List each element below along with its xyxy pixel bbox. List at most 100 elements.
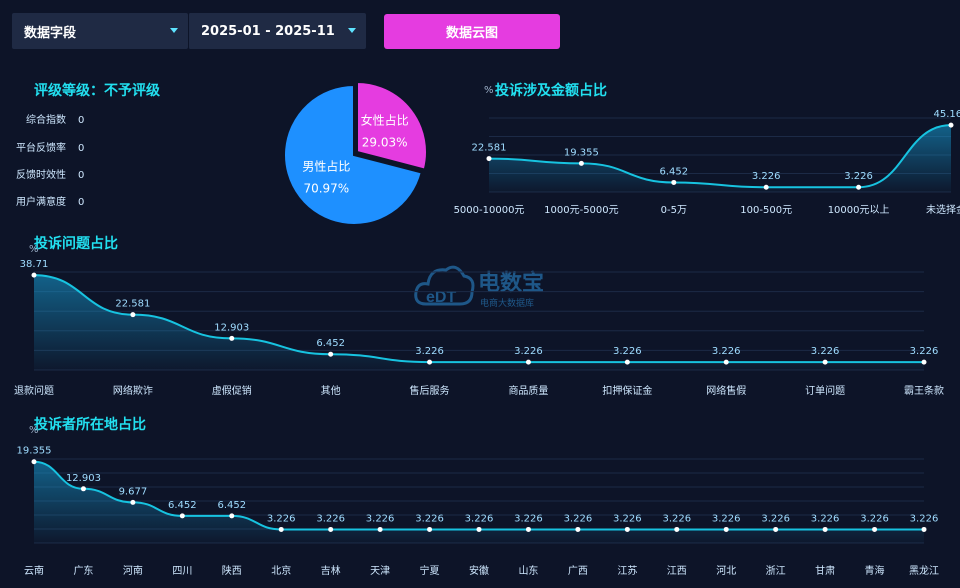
- data-label: 22.581: [115, 299, 150, 310]
- x-tick-label: 青海: [865, 564, 885, 577]
- x-tick-label: 售后服务: [410, 384, 450, 397]
- rating-value: 0: [78, 197, 85, 208]
- data-label: 45.161: [934, 109, 960, 120]
- x-tick-label: 0-5万: [661, 205, 687, 216]
- data-point: [578, 160, 584, 166]
- x-tick-label: 网络欺诈: [113, 384, 153, 397]
- data-label: 3.226: [910, 513, 939, 524]
- data-point: [31, 272, 37, 278]
- data-label: 3.226: [712, 513, 741, 524]
- x-tick-label: 扣押保证金: [602, 384, 652, 397]
- data-point: [624, 359, 630, 365]
- data-label: 3.226: [514, 346, 543, 357]
- data-label: 3.226: [613, 346, 642, 357]
- data-label: 3.226: [910, 346, 939, 357]
- date-range-select[interactable]: 2025-01 - 2025-11: [188, 13, 366, 49]
- data-point: [872, 526, 878, 532]
- rating-label: 综合指数: [26, 115, 66, 126]
- data-point: [624, 526, 630, 532]
- data-point: [80, 486, 86, 492]
- data-point: [723, 359, 729, 365]
- data-label: 3.226: [366, 513, 395, 524]
- x-tick-label: 广西: [568, 565, 588, 577]
- data-point: [525, 526, 531, 532]
- field-select[interactable]: 数据字段: [12, 13, 188, 49]
- pie-value-label: 70.97%: [303, 181, 349, 195]
- data-point: [427, 359, 433, 365]
- x-tick-label: 江西: [667, 565, 687, 577]
- axis-unit-label: %: [29, 425, 39, 436]
- data-point: [822, 526, 828, 532]
- data-point: [763, 184, 769, 190]
- data-label: 3.226: [465, 513, 494, 524]
- data-label: 6.452: [316, 338, 345, 349]
- data-point: [328, 526, 334, 532]
- data-label: 3.226: [860, 513, 889, 524]
- x-tick-label: 广东: [73, 564, 93, 577]
- data-label: 3.226: [662, 513, 691, 524]
- series-line: [33, 274, 924, 364]
- data-point: [130, 312, 136, 318]
- data-label: 3.226: [415, 513, 444, 524]
- data-label: 9.677: [119, 486, 148, 497]
- x-tick-label: 霸王条款: [904, 384, 944, 397]
- data-label: 12.903: [66, 473, 101, 484]
- x-tick-label: 网络售假: [706, 384, 746, 397]
- data-point: [773, 526, 779, 532]
- rating-value: 0: [78, 115, 85, 126]
- data-label: 3.226: [844, 171, 873, 182]
- x-tick-label: 吉林: [321, 564, 341, 577]
- rating-label: 用户满意度: [16, 197, 66, 208]
- data-point: [328, 351, 334, 357]
- rating-row: 用户满意度 0: [12, 193, 84, 208]
- x-tick-label: 江苏: [617, 564, 637, 577]
- data-label: 6.452: [659, 166, 688, 177]
- x-tick-label: 云南: [24, 564, 44, 577]
- series-line: [488, 124, 952, 189]
- data-label: 12.903: [214, 322, 249, 333]
- data-label: 38.71: [20, 259, 49, 270]
- x-tick-label: 河北: [716, 565, 736, 577]
- x-tick-label: 四川: [172, 566, 192, 577]
- issue-chart-title: 投诉问题占比: [34, 236, 118, 252]
- rating-row: 综合指数 0: [12, 111, 84, 126]
- x-tick-label: 订单问题: [805, 384, 845, 397]
- data-label: 3.226: [415, 346, 444, 357]
- date-range-value: 2025-01 - 2025-11: [201, 23, 335, 39]
- rating-row: 反馈时效性 0: [12, 166, 84, 181]
- data-label: 19.355: [564, 147, 599, 158]
- data-point: [486, 156, 492, 162]
- data-point: [671, 179, 677, 185]
- data-label: 19.355: [17, 446, 52, 457]
- data-point: [921, 359, 927, 365]
- pie-value-label: 29.03%: [362, 136, 408, 150]
- rating-title: 评级等级：不予评级: [34, 83, 160, 99]
- data-point: [130, 499, 136, 505]
- data-point: [179, 513, 185, 519]
- x-tick-label: 10000元以上: [828, 204, 890, 216]
- x-tick-label: 陕西: [222, 564, 242, 577]
- data-point: [525, 359, 531, 365]
- data-point: [229, 335, 235, 341]
- area-fill: [489, 125, 951, 192]
- data-point: [674, 526, 680, 532]
- chevron-down-icon: [348, 28, 356, 33]
- data-cloud-button[interactable]: 数据云图: [384, 14, 560, 49]
- data-point: [948, 122, 954, 128]
- data-label: 3.226: [752, 171, 781, 182]
- x-tick-label: 山东: [518, 564, 538, 577]
- data-point: [575, 526, 581, 532]
- data-label: 3.226: [564, 513, 593, 524]
- data-label: 3.226: [514, 513, 543, 524]
- data-point: [377, 526, 383, 532]
- data-point: [856, 184, 862, 190]
- data-label: 3.226: [613, 513, 642, 524]
- x-tick-label: 其他: [321, 384, 341, 397]
- x-tick-label: 商品质量: [508, 384, 548, 397]
- pie-label: 女性占比: [361, 113, 409, 128]
- data-point: [723, 526, 729, 532]
- x-tick-label: 宁夏: [420, 564, 440, 577]
- data-label: 3.226: [267, 513, 296, 524]
- data-label: 22.581: [472, 143, 507, 154]
